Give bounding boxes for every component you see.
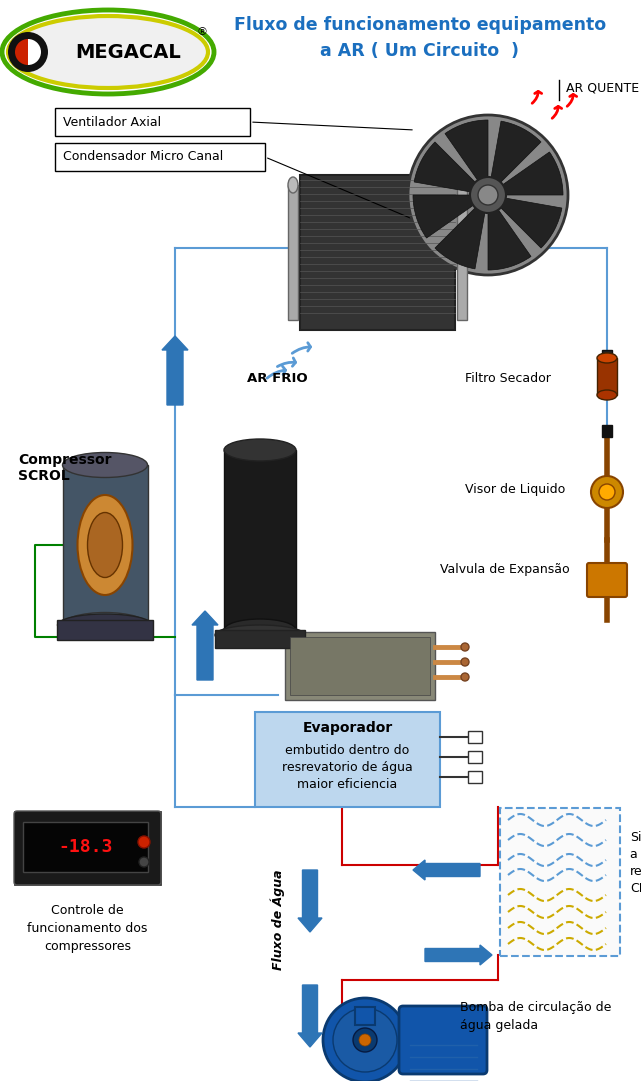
Text: Fluxo de Água: Fluxo de Água (271, 870, 285, 971)
Wedge shape (488, 195, 531, 270)
Text: Condensador Micro Canal: Condensador Micro Canal (63, 150, 223, 163)
Ellipse shape (597, 353, 617, 363)
Wedge shape (445, 120, 488, 195)
FancyArrow shape (192, 611, 218, 680)
Bar (300, 175, 455, 330)
Bar (288, 185, 298, 320)
Ellipse shape (78, 495, 133, 595)
Wedge shape (413, 195, 488, 238)
FancyArrow shape (298, 985, 322, 1047)
FancyBboxPatch shape (399, 1006, 487, 1075)
Text: AR FRIO: AR FRIO (247, 372, 308, 385)
Wedge shape (488, 121, 541, 195)
Circle shape (461, 658, 469, 666)
FancyArrow shape (162, 336, 188, 405)
Circle shape (138, 836, 150, 848)
Ellipse shape (224, 619, 296, 641)
Circle shape (8, 32, 48, 72)
Text: Controle de
funcionamento dos
compressores: Controle de funcionamento dos compressor… (28, 904, 147, 953)
Circle shape (461, 673, 469, 681)
Bar (457, 185, 467, 320)
Wedge shape (15, 39, 28, 65)
Circle shape (470, 177, 506, 213)
Text: Compressor
SCROL: Compressor SCROL (18, 453, 112, 483)
Text: Ventilador Axial: Ventilador Axial (63, 116, 161, 129)
Ellipse shape (597, 390, 617, 400)
Bar (55, 108, 250, 136)
Text: -18.3: -18.3 (58, 838, 113, 856)
Wedge shape (414, 142, 488, 195)
Bar (500, 808, 620, 956)
Bar (57, 620, 153, 640)
Ellipse shape (288, 177, 298, 193)
Ellipse shape (224, 439, 296, 461)
Bar (597, 358, 617, 395)
Circle shape (599, 484, 615, 501)
Bar (290, 637, 430, 695)
Circle shape (333, 1007, 397, 1072)
Bar (63, 465, 148, 625)
Wedge shape (488, 152, 563, 195)
Ellipse shape (63, 613, 147, 638)
Circle shape (353, 1028, 377, 1052)
Bar (602, 425, 612, 437)
Bar (23, 822, 148, 872)
FancyBboxPatch shape (14, 811, 161, 885)
Text: Valvula de Expansão: Valvula de Expansão (440, 563, 570, 576)
Bar (468, 771, 482, 783)
Bar (55, 143, 265, 171)
Ellipse shape (215, 625, 305, 645)
Bar (215, 630, 305, 648)
Circle shape (478, 185, 498, 205)
Wedge shape (488, 195, 562, 248)
Bar (255, 712, 440, 808)
FancyArrow shape (413, 860, 480, 880)
Text: Evaporador: Evaporador (303, 721, 393, 735)
Bar (468, 731, 482, 743)
Circle shape (323, 998, 407, 1081)
Ellipse shape (88, 512, 122, 577)
Text: Fluxo de funcionamento equipamento
a AR ( Um Circuito  ): Fluxo de funcionamento equipamento a AR … (234, 16, 606, 59)
Circle shape (591, 476, 623, 508)
FancyArrow shape (425, 945, 492, 965)
Text: ®: ® (196, 27, 207, 37)
Text: Bomba de circulação de
água gelada: Bomba de circulação de água gelada (460, 1001, 612, 1031)
Wedge shape (28, 39, 41, 65)
Bar (468, 751, 482, 763)
Text: embutido dentro do
resrevatorio de água
maior eficiencia: embutido dentro do resrevatorio de água … (282, 744, 413, 790)
FancyArrow shape (298, 870, 322, 932)
Ellipse shape (63, 453, 147, 478)
Text: Visor de Liquido: Visor de Liquido (465, 483, 565, 496)
Bar (15, 812, 160, 884)
Wedge shape (435, 195, 488, 269)
Bar (355, 1007, 375, 1025)
Circle shape (408, 115, 568, 275)
Text: AR QUENTE: AR QUENTE (566, 81, 639, 94)
Ellipse shape (8, 16, 208, 88)
Text: Sistema
a ser
refrigerado
CLIENTE: Sistema a ser refrigerado CLIENTE (630, 831, 641, 895)
Bar (224, 450, 296, 630)
Bar (602, 350, 612, 358)
Circle shape (461, 643, 469, 651)
Circle shape (139, 857, 149, 867)
Circle shape (359, 1035, 371, 1046)
FancyBboxPatch shape (587, 563, 627, 597)
Ellipse shape (58, 614, 153, 636)
Text: Filtro Secador: Filtro Secador (465, 372, 551, 385)
Text: MEGACAL: MEGACAL (75, 42, 181, 62)
Bar (285, 632, 435, 700)
